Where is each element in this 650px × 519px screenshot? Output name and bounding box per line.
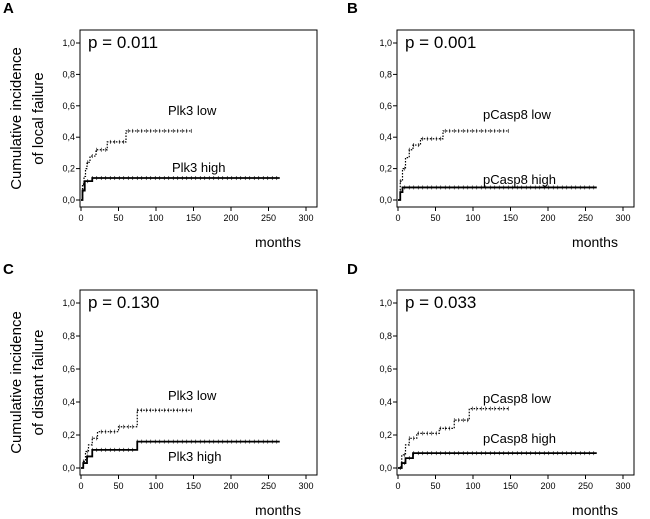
y-tick-label: 0,6: [62, 101, 75, 111]
x-tick-label: 300: [298, 481, 313, 491]
y-tick-label: 0,4: [62, 132, 75, 142]
x-tick-label: 50: [113, 213, 123, 223]
y-tick-label: 1,0: [62, 38, 75, 48]
y-tick-label: 0,8: [379, 69, 392, 79]
series-label: Plk3 high: [172, 160, 225, 175]
x-tick-label: 200: [223, 213, 238, 223]
x-tick-label: 0: [395, 481, 400, 491]
series-label: pCasp8 high: [483, 431, 556, 446]
x-tick-label: 150: [186, 481, 201, 491]
y-tick-label: 0,0: [379, 463, 392, 473]
x-tick-label: 250: [261, 213, 276, 223]
series-line-pcasp8-low: [398, 408, 509, 469]
x-tick-label: 50: [430, 213, 440, 223]
x-axis-label: months: [255, 234, 301, 250]
y-tick-label: 0,2: [62, 430, 75, 440]
y-tick-label: 0,4: [379, 397, 392, 407]
x-tick-label: 300: [298, 213, 313, 223]
y-axis-label-line-2: of local failure: [30, 72, 47, 165]
y-tick-label: 0,4: [62, 397, 75, 407]
series-label: Plk3 low: [168, 103, 217, 118]
series-label: pCasp8 low: [483, 107, 552, 122]
x-tick-label: 100: [148, 481, 163, 491]
x-tick-label: 200: [223, 481, 238, 491]
p-value-annotation: p = 0.011: [88, 33, 158, 52]
plot-frame: [79, 29, 318, 208]
x-tick-label: 250: [578, 213, 593, 223]
y-tick-label: 0,0: [379, 195, 392, 205]
y-axis-label-line-1: Cumulative incidence: [8, 311, 25, 454]
y-tick-label: 0,8: [62, 69, 75, 79]
y-tick-label: 0,8: [62, 331, 75, 341]
x-tick-label: 300: [615, 481, 630, 491]
plot-frame: [396, 29, 635, 208]
p-value-annotation: p = 0.130: [88, 293, 159, 312]
series-line-plk3-high: [81, 440, 280, 469]
x-tick-label: 250: [261, 481, 276, 491]
x-tick-label: 150: [186, 213, 201, 223]
panel-letter: C: [3, 261, 14, 278]
y-tick-label: 1,0: [379, 298, 392, 308]
x-axis-label: months: [255, 502, 301, 518]
x-tick-label: 300: [615, 213, 630, 223]
series-label: pCasp8 low: [483, 391, 552, 406]
series-label: Plk3 low: [168, 388, 217, 403]
y-tick-label: 1,0: [62, 298, 75, 308]
series-line-pcasp8-high: [398, 186, 597, 201]
y-axis-label-line-2: of distant failure: [30, 330, 47, 436]
x-tick-label: 50: [113, 481, 123, 491]
x-tick-label: 150: [503, 481, 518, 491]
p-value-annotation: p = 0.001: [405, 33, 476, 52]
x-tick-label: 100: [465, 481, 480, 491]
x-tick-label: 0: [395, 213, 400, 223]
panel-b: Bp = 0.001 0,0 0,2 0,4 0,6 0,8 1,0 0 50 100 150 200…: [347, 0, 635, 250]
series-label: pCasp8 high: [483, 172, 556, 187]
panel-letter: D: [347, 261, 358, 278]
panel-letter: A: [3, 0, 14, 17]
series-line-plk3-low: [81, 409, 192, 469]
p-value-annotation: p = 0.033: [405, 293, 476, 312]
y-tick-label: 0,0: [62, 463, 75, 473]
series-label: Plk3 high: [168, 449, 221, 464]
y-tick-label: 0,2: [379, 430, 392, 440]
panel-c: Cp = 0.130 0,0 0,2 0,4 0,6 0,8 1,0 0 50 100 150 200…: [3, 261, 318, 518]
y-tick-label: 1,0: [379, 38, 392, 48]
x-tick-label: 0: [78, 481, 83, 491]
y-tick-label: 0,0: [62, 195, 75, 205]
y-tick-label: 0,4: [379, 132, 392, 142]
panel-d: Dp = 0.033 0,0 0,2 0,4 0,6 0,8 1,0 0 50 100 150 200…: [347, 261, 635, 518]
panel-a: Ap = 0.011 0,0 0,2 0,4 0,6 0,8 1,0 0 50 100 150 200…: [3, 0, 318, 250]
x-tick-label: 100: [148, 213, 163, 223]
series-line-plk3-high: [81, 177, 280, 201]
x-axis-label: months: [572, 234, 618, 250]
y-tick-label: 0,8: [379, 331, 392, 341]
y-tick-label: 0,6: [379, 364, 392, 374]
y-tick-label: 0,2: [62, 164, 75, 174]
y-tick-label: 0,2: [379, 164, 392, 174]
panel-letter: B: [347, 0, 358, 17]
plot-frame: [396, 289, 635, 476]
y-axis-label-line-1: Cumulative incidence: [8, 47, 25, 190]
series-line-pcasp8-high: [398, 452, 597, 469]
x-tick-label: 100: [465, 213, 480, 223]
x-tick-label: 200: [540, 213, 555, 223]
y-tick-label: 0,6: [62, 364, 75, 374]
series-line-pcasp8-low: [398, 130, 509, 201]
x-tick-label: 150: [503, 213, 518, 223]
x-tick-label: 200: [540, 481, 555, 491]
x-tick-label: 50: [430, 481, 440, 491]
y-tick-label: 0,6: [379, 101, 392, 111]
x-axis-label: months: [572, 502, 618, 518]
x-tick-label: 250: [578, 481, 593, 491]
x-tick-label: 0: [78, 213, 83, 223]
plot-frame: [79, 289, 318, 476]
